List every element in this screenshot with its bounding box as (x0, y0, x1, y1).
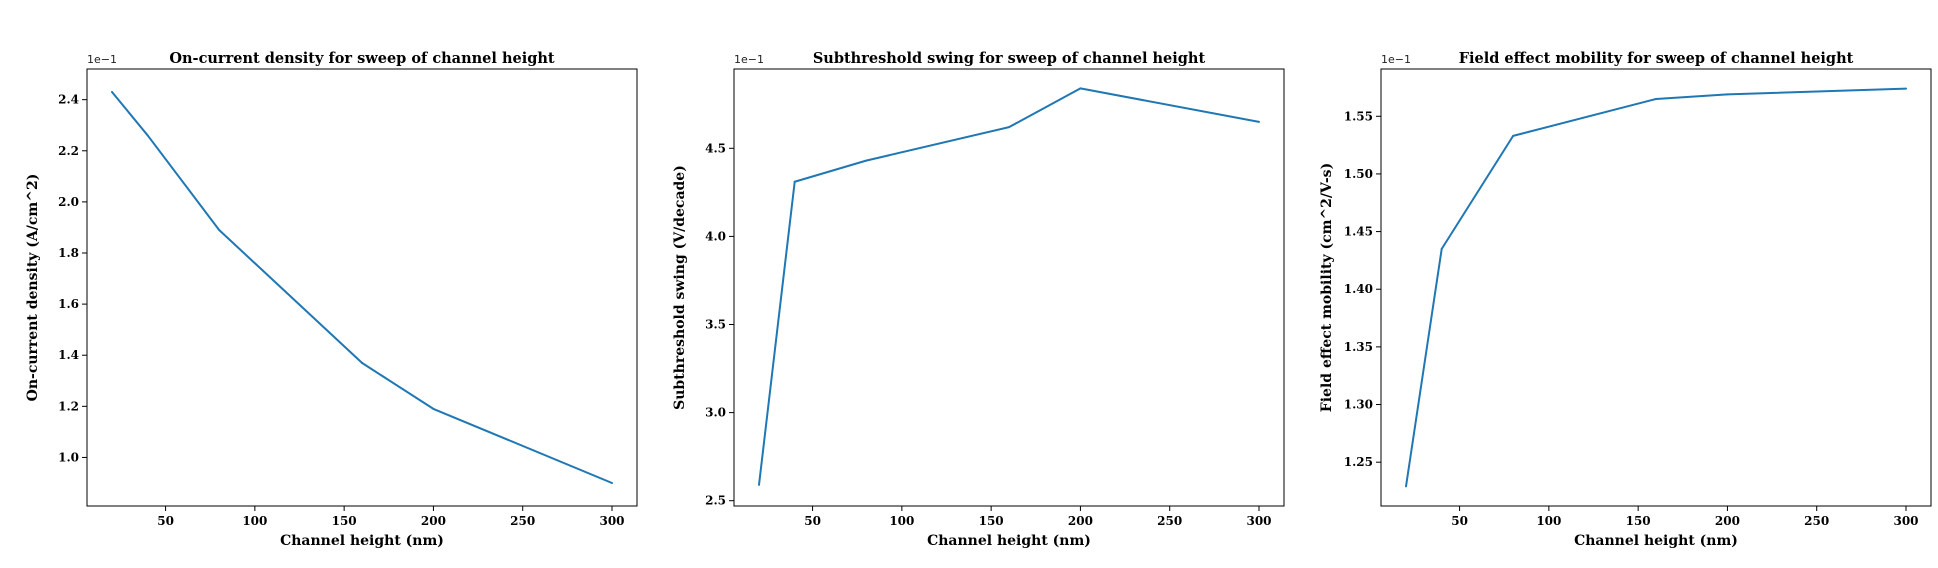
y-tick-label: 1.50 (1344, 167, 1373, 181)
x-tick-label: 150 (1626, 514, 1651, 528)
chart-title: Field effect mobility for sweep of chann… (1459, 50, 1854, 67)
y-tick-label: 4.0 (705, 229, 726, 243)
data-point (758, 483, 760, 486)
data-point (111, 91, 113, 93)
data-point (1008, 126, 1010, 129)
chart-mobility: Field effect mobility for sweep of chann… (1319, 50, 1932, 549)
x-tick-label: 250 (510, 514, 535, 528)
y-tick-label: 1.35 (1344, 340, 1373, 354)
x-axis-label: Channel height (nm) (927, 533, 1091, 549)
series-line (111, 91, 613, 484)
data-point (1258, 120, 1260, 123)
x-tick-label: 50 (1451, 514, 1468, 528)
data-point (1079, 87, 1082, 90)
x-tick-label: 150 (979, 514, 1004, 528)
plot-frame (1380, 68, 1932, 507)
x-tick-label: 300 (1893, 514, 1918, 528)
x-tick-label: 300 (1246, 514, 1271, 528)
x-tick-label: 100 (1536, 514, 1561, 528)
y-tick-label: 1.2 (58, 399, 79, 413)
data-point (1905, 87, 1907, 90)
x-tick-label: 250 (1804, 514, 1829, 528)
y-tick-label: 3.0 (705, 406, 726, 420)
x-axis-label: Channel height (nm) (1574, 533, 1738, 549)
y-tick-label: 1.55 (1344, 109, 1373, 123)
x-tick-label: 100 (889, 514, 914, 528)
y-offset-label: 1e−1 (734, 53, 764, 66)
x-tick-label: 200 (421, 514, 446, 528)
data-point (218, 229, 221, 231)
x-tick-label: 50 (804, 514, 821, 528)
y-offset-label: 1e−1 (1381, 53, 1411, 66)
data-point (146, 134, 149, 137)
y-axis-label: Field effect mobility (cm^2/V-s) (1319, 163, 1335, 412)
series-line (1405, 87, 1907, 487)
data-point (1440, 247, 1443, 250)
x-axis-label: Channel height (nm) (280, 533, 444, 549)
data-point (432, 407, 435, 410)
y-tick-label: 1.4 (58, 348, 79, 362)
chart-on-current: On-current density for sweep of channel … (25, 50, 638, 549)
y-tick-label: 2.2 (58, 144, 79, 158)
y-tick-label: 1.8 (58, 246, 79, 260)
y-tick-label: 1.40 (1344, 282, 1373, 296)
y-tick-label: 4.5 (705, 141, 726, 155)
y-tick-label: 1.6 (58, 297, 79, 311)
data-point (1405, 485, 1407, 488)
y-tick-label: 1.30 (1344, 398, 1373, 412)
y-tick-label: 1.45 (1344, 225, 1373, 239)
x-tick-label: 200 (1715, 514, 1740, 528)
plot-frame (733, 68, 1285, 507)
chart-title: On-current density for sweep of channel … (169, 50, 555, 67)
data-point (865, 159, 868, 162)
plot-frame (86, 68, 638, 507)
data-point (793, 180, 796, 183)
data-point (361, 361, 363, 364)
x-tick-label: 100 (242, 514, 267, 528)
data-point (1512, 134, 1515, 137)
y-offset-label: 1e−1 (87, 53, 117, 66)
y-axis-label: On-current density (A/cm^2) (25, 174, 41, 402)
chart-subthreshold-swing: Subthreshold swing for sweep of channel … (672, 50, 1285, 549)
x-tick-label: 150 (332, 514, 357, 528)
data-point (1655, 97, 1657, 100)
x-tick-label: 300 (599, 514, 624, 528)
series-line (758, 87, 1260, 485)
y-tick-label: 1.25 (1344, 455, 1373, 469)
chart-title: Subthreshold swing for sweep of channel … (813, 50, 1206, 67)
x-tick-label: 250 (1157, 514, 1182, 528)
data-point (611, 482, 613, 484)
x-tick-label: 200 (1068, 514, 1093, 528)
y-axis-label: Subthreshold swing (V/decade) (672, 165, 688, 410)
y-tick-label: 1.0 (58, 450, 79, 464)
y-tick-label: 3.5 (705, 318, 726, 332)
x-tick-label: 50 (157, 514, 174, 528)
y-tick-label: 2.0 (58, 195, 79, 209)
data-point (1726, 93, 1729, 96)
y-tick-label: 2.4 (58, 93, 79, 107)
y-tick-label: 2.5 (705, 494, 726, 508)
